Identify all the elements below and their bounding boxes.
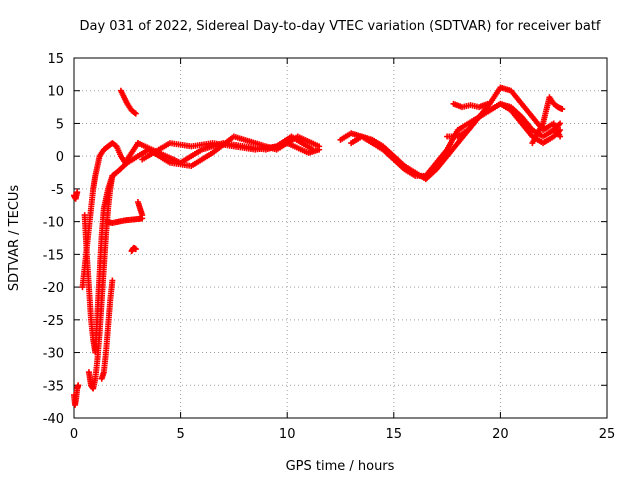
series-track-f <box>98 277 116 382</box>
x-tick-label: 20 <box>492 427 509 442</box>
y-axis-label: SDTVAR / TECUs <box>7 185 22 292</box>
series-track-m <box>139 133 316 163</box>
data-point <box>109 172 116 179</box>
series-track-i <box>128 244 139 255</box>
x-tick-label: 5 <box>176 427 184 442</box>
y-tick-label: 5 <box>56 117 64 132</box>
y-tick-label: 10 <box>47 85 64 100</box>
x-axis-label: GPS time / hours <box>286 459 395 474</box>
plot-frame <box>73 57 608 419</box>
series-track-b <box>71 189 81 202</box>
data-point <box>109 277 116 284</box>
data-point <box>139 212 146 219</box>
y-tick-label: -35 <box>43 379 64 394</box>
y-tick-label: -40 <box>43 412 64 427</box>
data-point <box>75 382 82 389</box>
data-point <box>132 110 139 117</box>
data-point <box>484 100 491 107</box>
y-tick-label: -10 <box>43 216 64 231</box>
series-track-k <box>134 140 323 166</box>
data-point <box>131 109 138 116</box>
series-track-j <box>134 199 146 219</box>
data-point <box>557 133 564 140</box>
x-tick-label: 0 <box>70 427 78 442</box>
series-track-g <box>102 215 146 226</box>
x-tick-label: 25 <box>599 427 616 442</box>
y-tick-label: -20 <box>43 281 64 296</box>
series-track-a <box>71 382 82 408</box>
data-point <box>132 246 139 253</box>
y-tick-label: -15 <box>43 248 64 263</box>
chart-title: Day 031 of 2022, Sidereal Day-to-day VTE… <box>79 19 600 34</box>
data-point <box>316 143 323 150</box>
y-tick-label: 15 <box>47 52 64 67</box>
data-point <box>309 146 316 153</box>
data-point <box>74 189 81 196</box>
y-tick-label: 0 <box>56 150 64 165</box>
tick-layer: 0 5 10 15 20 25 -40 -35 -30 -25 -20 -15 -10 -5 0 5 10 15 <box>43 52 616 442</box>
series-track-q <box>450 100 491 111</box>
data-layer <box>71 84 566 408</box>
series-track-l <box>145 133 323 169</box>
x-tick-label: 15 <box>386 427 403 442</box>
y-tick-label: -30 <box>43 347 64 362</box>
y-tick-label: -5 <box>51 183 64 198</box>
series-track-h <box>117 87 139 117</box>
series-track-r <box>529 94 566 147</box>
y-tick-label: -25 <box>43 314 64 329</box>
series-track-e <box>85 172 116 392</box>
x-tick-label: 10 <box>279 427 296 442</box>
data-point <box>557 120 564 127</box>
data-point <box>559 106 566 113</box>
